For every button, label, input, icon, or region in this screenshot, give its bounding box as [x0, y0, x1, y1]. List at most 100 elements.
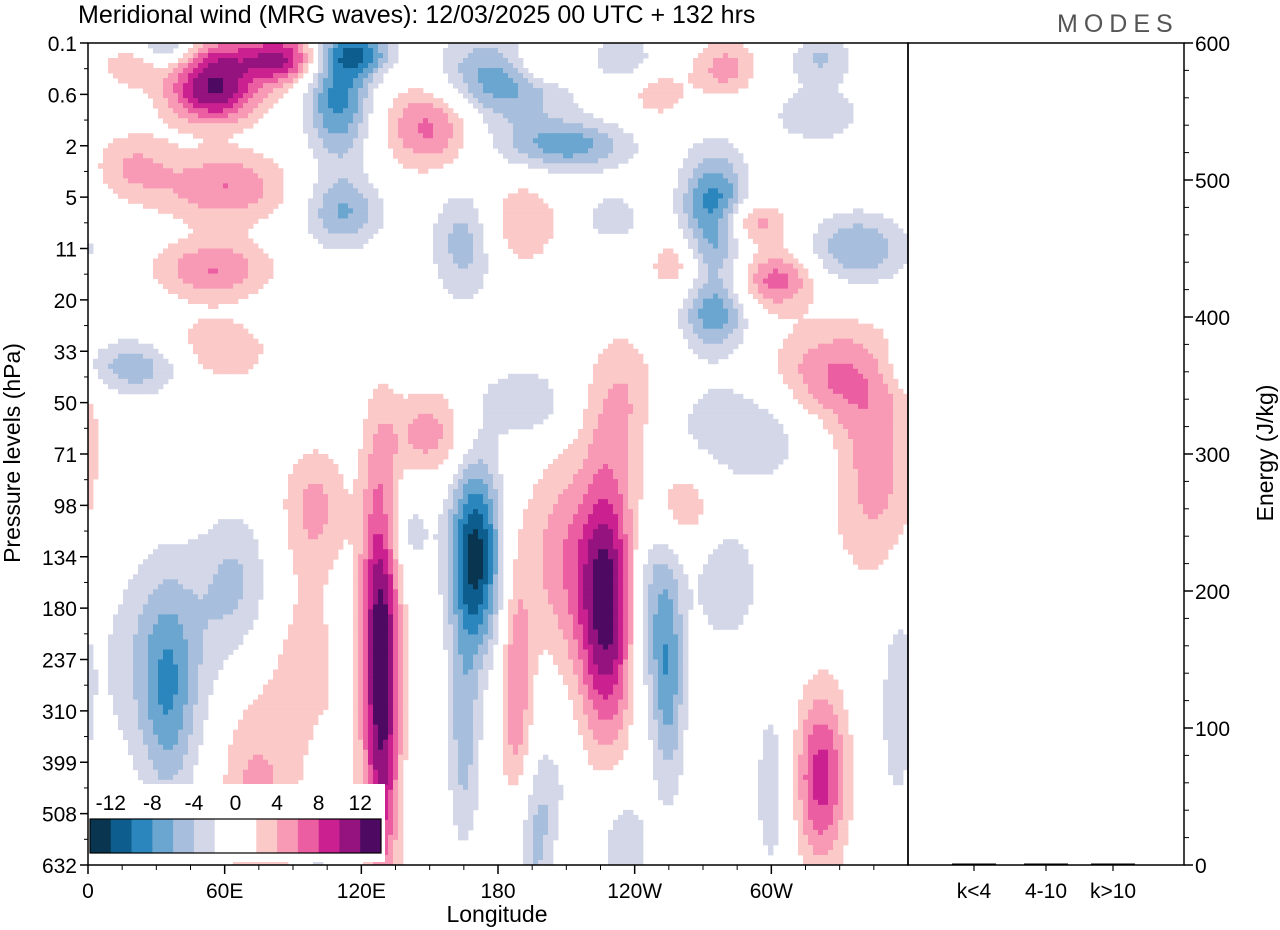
field-cell: [808, 133, 814, 139]
field-cell: [223, 113, 229, 119]
field-cell: [673, 268, 679, 274]
field-cell: [343, 88, 349, 94]
field-cell: [463, 208, 469, 214]
field-cell: [713, 303, 719, 310]
field-cell: [203, 163, 209, 169]
field-cell: [763, 278, 769, 284]
field-cell: [353, 228, 359, 234]
field-cell: [678, 313, 684, 320]
field-cell: [338, 93, 344, 99]
field-cell: [273, 93, 279, 99]
field-cell: [668, 88, 674, 94]
field-cell: [498, 93, 504, 99]
field-cell: [133, 198, 139, 204]
field-cell: [208, 113, 214, 119]
field-cell: [213, 108, 219, 114]
field-cell: [703, 278, 709, 284]
field-cell: [348, 83, 354, 89]
field-cell: [498, 48, 504, 54]
field-cell: [733, 48, 739, 54]
field-cell: [548, 228, 554, 234]
field-cell: [833, 118, 839, 124]
field-cell: [843, 378, 849, 385]
field-cell: [843, 258, 849, 264]
field-cell: [838, 73, 844, 79]
field-cell: [118, 188, 124, 194]
field-cell: [838, 333, 844, 340]
field-cell: [358, 188, 364, 194]
field-cell: [738, 173, 744, 179]
field-cell: [193, 103, 199, 109]
field-cell: [348, 73, 354, 79]
field-cell: [873, 273, 879, 279]
field-cell: [578, 113, 584, 119]
field-cell: [708, 393, 714, 400]
field-cell: [598, 48, 604, 54]
field-cell: [683, 193, 689, 199]
field-cell: [828, 343, 834, 350]
field-cell: [723, 153, 729, 159]
field-cell: [603, 378, 609, 385]
field-cell: [503, 233, 509, 239]
field-cell: [158, 358, 164, 365]
field-cell: [843, 113, 849, 119]
field-cell: [138, 163, 144, 169]
field-cell: [333, 153, 339, 159]
field-cell: [688, 153, 694, 159]
field-cell: [538, 83, 544, 89]
field-cell: [508, 133, 514, 139]
field-cell: [713, 308, 719, 315]
field-cell: [318, 198, 324, 204]
field-cell: [523, 228, 529, 234]
field-cell: [563, 143, 569, 149]
field-cell: [123, 343, 129, 350]
field-cell: [223, 213, 229, 219]
field-cell: [748, 213, 754, 219]
field-cell: [883, 268, 889, 274]
field-cell: [693, 323, 699, 330]
field-cell: [448, 243, 454, 249]
field-cell: [468, 88, 474, 94]
field-cell: [213, 78, 219, 84]
field-cell: [208, 188, 214, 194]
field-cell: [673, 88, 679, 94]
field-cell: [188, 198, 194, 204]
field-cell: [838, 378, 844, 385]
field-cell: [258, 273, 264, 279]
field-cell: [343, 143, 349, 149]
field-cell: [803, 393, 809, 400]
field-cell: [658, 93, 664, 99]
field-cell: [148, 68, 154, 74]
field-cell: [708, 168, 714, 174]
field-cell: [898, 243, 904, 249]
field-cell: [903, 248, 909, 254]
field-cell: [508, 193, 514, 199]
field-cell: [843, 48, 849, 54]
field-cell: [828, 328, 834, 335]
field-cell: [723, 323, 729, 330]
field-cell: [713, 203, 719, 209]
field-cell: [463, 58, 469, 64]
field-cell: [248, 198, 254, 204]
field-cell: [373, 83, 379, 89]
field-cell: [223, 238, 229, 244]
field-cell: [703, 258, 709, 264]
field-cell: [403, 158, 409, 164]
field-cell: [333, 43, 339, 49]
field-cell: [103, 173, 109, 179]
field-cell: [388, 388, 394, 395]
field-cell: [468, 243, 474, 249]
field-cell: [868, 333, 874, 340]
field-cell: [598, 218, 604, 224]
field-cell: [393, 103, 399, 109]
field-cell: [623, 138, 629, 144]
field-cell: [158, 383, 164, 390]
field-cell: [318, 53, 324, 59]
field-cell: [188, 273, 194, 279]
field-cell: [213, 248, 219, 254]
field-cell: [698, 218, 704, 224]
field-cell: [203, 183, 209, 189]
field-cell: [618, 393, 624, 400]
field-cell: [503, 63, 509, 69]
field-cell: [123, 163, 129, 169]
